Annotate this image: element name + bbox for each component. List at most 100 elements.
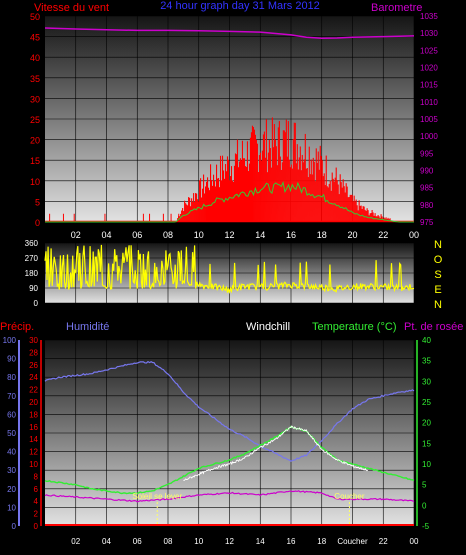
- barometer-tick-label: 995: [420, 149, 434, 158]
- x-tick-label: 06: [132, 230, 142, 240]
- humidity-tick-label: 70: [7, 392, 16, 401]
- barometer-axis-label: Barometre: [371, 2, 422, 14]
- x-tick-label: 18: [317, 230, 327, 240]
- barometer-tick-label: 1010: [420, 98, 438, 107]
- x-tick-label: 22: [378, 230, 388, 240]
- temperature-tick-label: 0: [422, 501, 427, 510]
- x-tick-label: 02: [71, 230, 81, 240]
- precip-axis-label: Précip.: [0, 321, 34, 333]
- wind-tick-label: 25: [30, 115, 40, 125]
- compass-label: S: [434, 269, 441, 281]
- x-tick-label: 04: [101, 230, 111, 240]
- barometer-tick-label: 985: [420, 184, 434, 193]
- precip-tick-label: 22: [29, 386, 38, 395]
- humidity-tick-label: 10: [7, 503, 16, 512]
- x-tick-label: 06: [133, 537, 142, 546]
- direction-tick-label: 360: [25, 239, 39, 248]
- x-tick-label: 22: [379, 537, 388, 546]
- axes-layer: 0510152025303540455097598098599099510001…: [3, 12, 443, 546]
- x-tick-label: 02: [71, 537, 80, 546]
- humidity-tick-label: 0: [12, 522, 17, 531]
- x-tick-label: 14: [255, 230, 265, 240]
- dewpoint-line: [44, 490, 415, 503]
- precip-tick-label: 20: [29, 398, 38, 407]
- top-title: 24 hour graph day 31 Mars 2012: [160, 0, 320, 12]
- temperature-tick-label: 20: [422, 419, 431, 428]
- precip-tick-label: 10: [29, 460, 38, 469]
- humidity-line: [44, 360, 415, 462]
- humidity-tick-label: 80: [7, 373, 16, 382]
- x-tick-label: 08: [163, 230, 173, 240]
- x-tick-label: 08: [164, 537, 173, 546]
- barometer-tick-label: 1035: [420, 12, 438, 21]
- precip-tick-label: 8: [34, 472, 39, 481]
- series-layer: [44, 27, 415, 526]
- temperature-tick-label: 35: [422, 357, 431, 366]
- x-tick-label: 18: [317, 537, 326, 546]
- x-tick-label: 12: [225, 537, 234, 546]
- wind-tick-label: 50: [30, 12, 40, 22]
- humidity-axis-label: Humidité: [66, 321, 109, 333]
- x-tick-label: 00: [409, 230, 419, 240]
- compass-label: E: [434, 284, 441, 296]
- direction-tick-label: 0: [34, 299, 39, 308]
- wind-tick-label: 15: [30, 156, 40, 166]
- barometer-tick-label: 990: [420, 167, 434, 176]
- x-tick-label: 16: [287, 537, 296, 546]
- barometer-tick-label: 1015: [420, 81, 438, 90]
- compass-label: N: [434, 299, 442, 311]
- wind-tick-label: 35: [30, 74, 40, 84]
- precip-tick-label: 26: [29, 361, 38, 370]
- compass-label: N: [434, 239, 442, 251]
- humidity-tick-label: 90: [7, 355, 16, 364]
- barometer-tick-label: 1000: [420, 132, 438, 141]
- wind-tick-label: 30: [30, 94, 40, 104]
- temperature-tick-label: 30: [422, 377, 431, 386]
- barometer-line: [44, 27, 415, 40]
- precip-tick-label: 16: [29, 423, 38, 432]
- humidity-tick-label: 30: [7, 466, 16, 475]
- precip-tick-label: 12: [29, 448, 38, 457]
- barometer-tick-label: 1030: [420, 29, 438, 38]
- direction-tick-label: 90: [29, 284, 38, 293]
- precip-tick-label: 6: [34, 485, 39, 494]
- wind-axis-label: Vitesse du vent: [34, 2, 109, 14]
- temperature-tick-label: 10: [422, 460, 431, 469]
- sunset-label: Coucher: [334, 492, 365, 501]
- humidity-tick-label: 50: [7, 429, 16, 438]
- compass-label: O: [434, 254, 443, 266]
- x-tick-label: 00: [410, 537, 419, 546]
- wind-tick-label: 45: [30, 33, 40, 43]
- temperature-axis-label: Temperature (°C): [312, 321, 396, 333]
- temperature-line: [44, 425, 415, 495]
- precip-tick-label: 30: [29, 336, 38, 345]
- precip-tick-label: 24: [29, 373, 38, 382]
- wind-tick-label: 10: [30, 177, 40, 187]
- x-tick-label: 10: [194, 230, 204, 240]
- x-tick-label: Coucher: [337, 537, 368, 546]
- wind-average-line: [45, 181, 414, 223]
- sunrise-label: Soleil se lever: [132, 492, 182, 501]
- wind-tick-label: 20: [30, 136, 40, 146]
- x-tick-label: 16: [286, 230, 296, 240]
- humidity-tick-label: 20: [7, 485, 16, 494]
- temperature-tick-label: 15: [422, 439, 431, 448]
- direction-tick-label: 180: [25, 269, 39, 278]
- humidity-tick-label: 60: [7, 410, 16, 419]
- precip-tick-label: 4: [34, 497, 39, 506]
- wind-tick-label: 0: [35, 218, 40, 228]
- barometer-tick-label: 980: [420, 201, 434, 210]
- x-tick-label: 20: [347, 230, 357, 240]
- x-tick-label: 12: [224, 230, 234, 240]
- barometer-tick-label: 1005: [420, 115, 438, 124]
- wind-tick-label: 5: [35, 197, 40, 207]
- dewpoint-label: Pt. de rosée: [404, 321, 463, 333]
- direction-tick-label: 270: [25, 254, 39, 263]
- precip-tick-label: 28: [29, 348, 38, 357]
- grid-lines: [45, 15, 415, 527]
- wind-tick-label: 40: [30, 53, 40, 63]
- humidity-tick-label: 100: [3, 336, 17, 345]
- barometer-tick-label: 975: [420, 218, 434, 227]
- precip-tick-label: 14: [29, 435, 38, 444]
